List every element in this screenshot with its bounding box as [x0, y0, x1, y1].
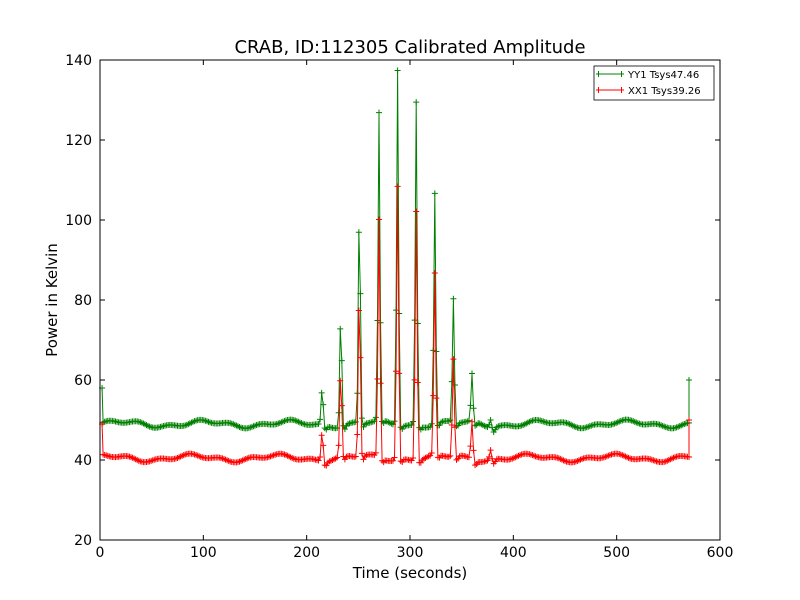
legend: YY1 Tsys47.46 XX1 Tsys39.26 [593, 65, 715, 101]
ticks-layer: 0 100 200 300 400 500 600 20 40 60 80 100 120 140 [65, 53, 733, 561]
legend-label-yy1: YY1 Tsys47.46 [627, 70, 699, 81]
x-tick-label: 400 [500, 545, 527, 561]
x-tick-label: 200 [293, 545, 320, 561]
y-tick-label: 80 [74, 293, 92, 309]
chart-title: CRAB, ID:112305 Calibrated Amplitude [234, 37, 585, 58]
x-tick-label: 100 [190, 545, 217, 561]
y-tick-label: 100 [65, 213, 92, 229]
y-tick-label: 20 [74, 533, 92, 549]
y-tick-label: 120 [65, 133, 92, 149]
series-markers-xx1 [99, 183, 692, 469]
y-tick-label: 140 [65, 53, 92, 69]
legend-label-xx1: XX1 Tsys39.26 [628, 86, 701, 97]
legend-marker-yy1 [596, 71, 624, 77]
x-tick-label: 0 [96, 545, 105, 561]
legend-marker-xx1 [596, 87, 624, 93]
y-tick-label: 40 [74, 453, 92, 469]
y-axis-label: Power in Kelvin [43, 243, 61, 357]
legend-box [593, 65, 715, 101]
series-markers-yy1 [99, 67, 692, 436]
x-axis-label: Time (seconds) [352, 564, 468, 582]
x-tick-label: 500 [603, 545, 630, 561]
x-tick-label: 600 [707, 545, 734, 561]
x-tick-label: 300 [397, 545, 424, 561]
series-layer [99, 67, 692, 469]
y-tick-label: 60 [74, 373, 92, 389]
